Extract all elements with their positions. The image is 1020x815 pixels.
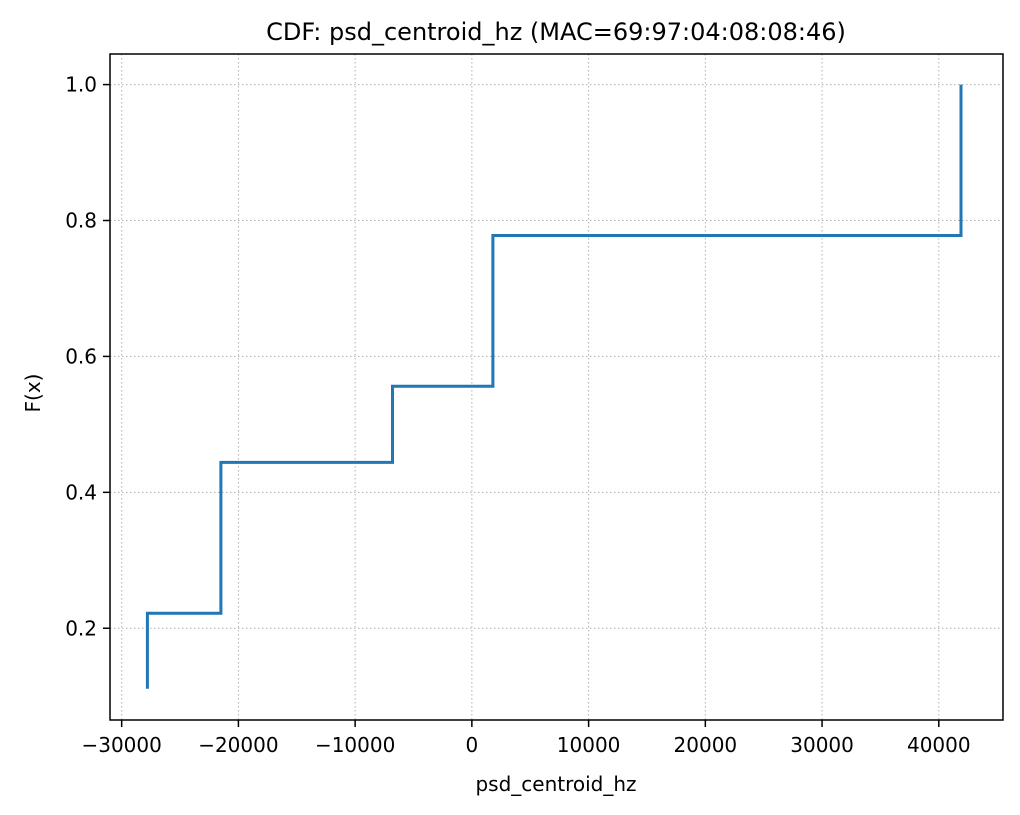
y-axis: 0.2 0.4 0.6 0.8 1.0	[65, 73, 110, 640]
y-tick-label: 0.6	[65, 344, 97, 368]
y-tick-label: 0.4	[65, 480, 97, 504]
x-tick-label: −20000	[198, 733, 278, 757]
x-axis: −30000 −20000 −10000 0 10000 20000 30000 40000	[81, 720, 971, 757]
grid-lines	[110, 54, 1003, 720]
y-tick-label: 0.2	[65, 616, 97, 640]
x-tick-label: 20000	[674, 733, 738, 757]
x-tick-label: 40000	[907, 733, 971, 757]
x-tick-label: 30000	[790, 733, 854, 757]
x-tick-label: −30000	[81, 733, 161, 757]
x-tick-label: 0	[466, 733, 479, 757]
x-axis-label: psd_centroid_hz	[475, 772, 636, 796]
plot-frame	[109, 53, 1004, 721]
cdf-step-line	[145, 84, 963, 689]
x-tick-label: 10000	[557, 733, 621, 757]
chart-title: CDF: psd_centroid_hz (MAC=69:97:04:08:08…	[266, 18, 846, 46]
y-tick-label: 1.0	[65, 73, 97, 97]
y-tick-label: 0.8	[65, 209, 97, 233]
x-tick-label: −10000	[315, 733, 395, 757]
series-layer	[145, 84, 963, 689]
y-axis-label: F(x)	[21, 374, 45, 413]
